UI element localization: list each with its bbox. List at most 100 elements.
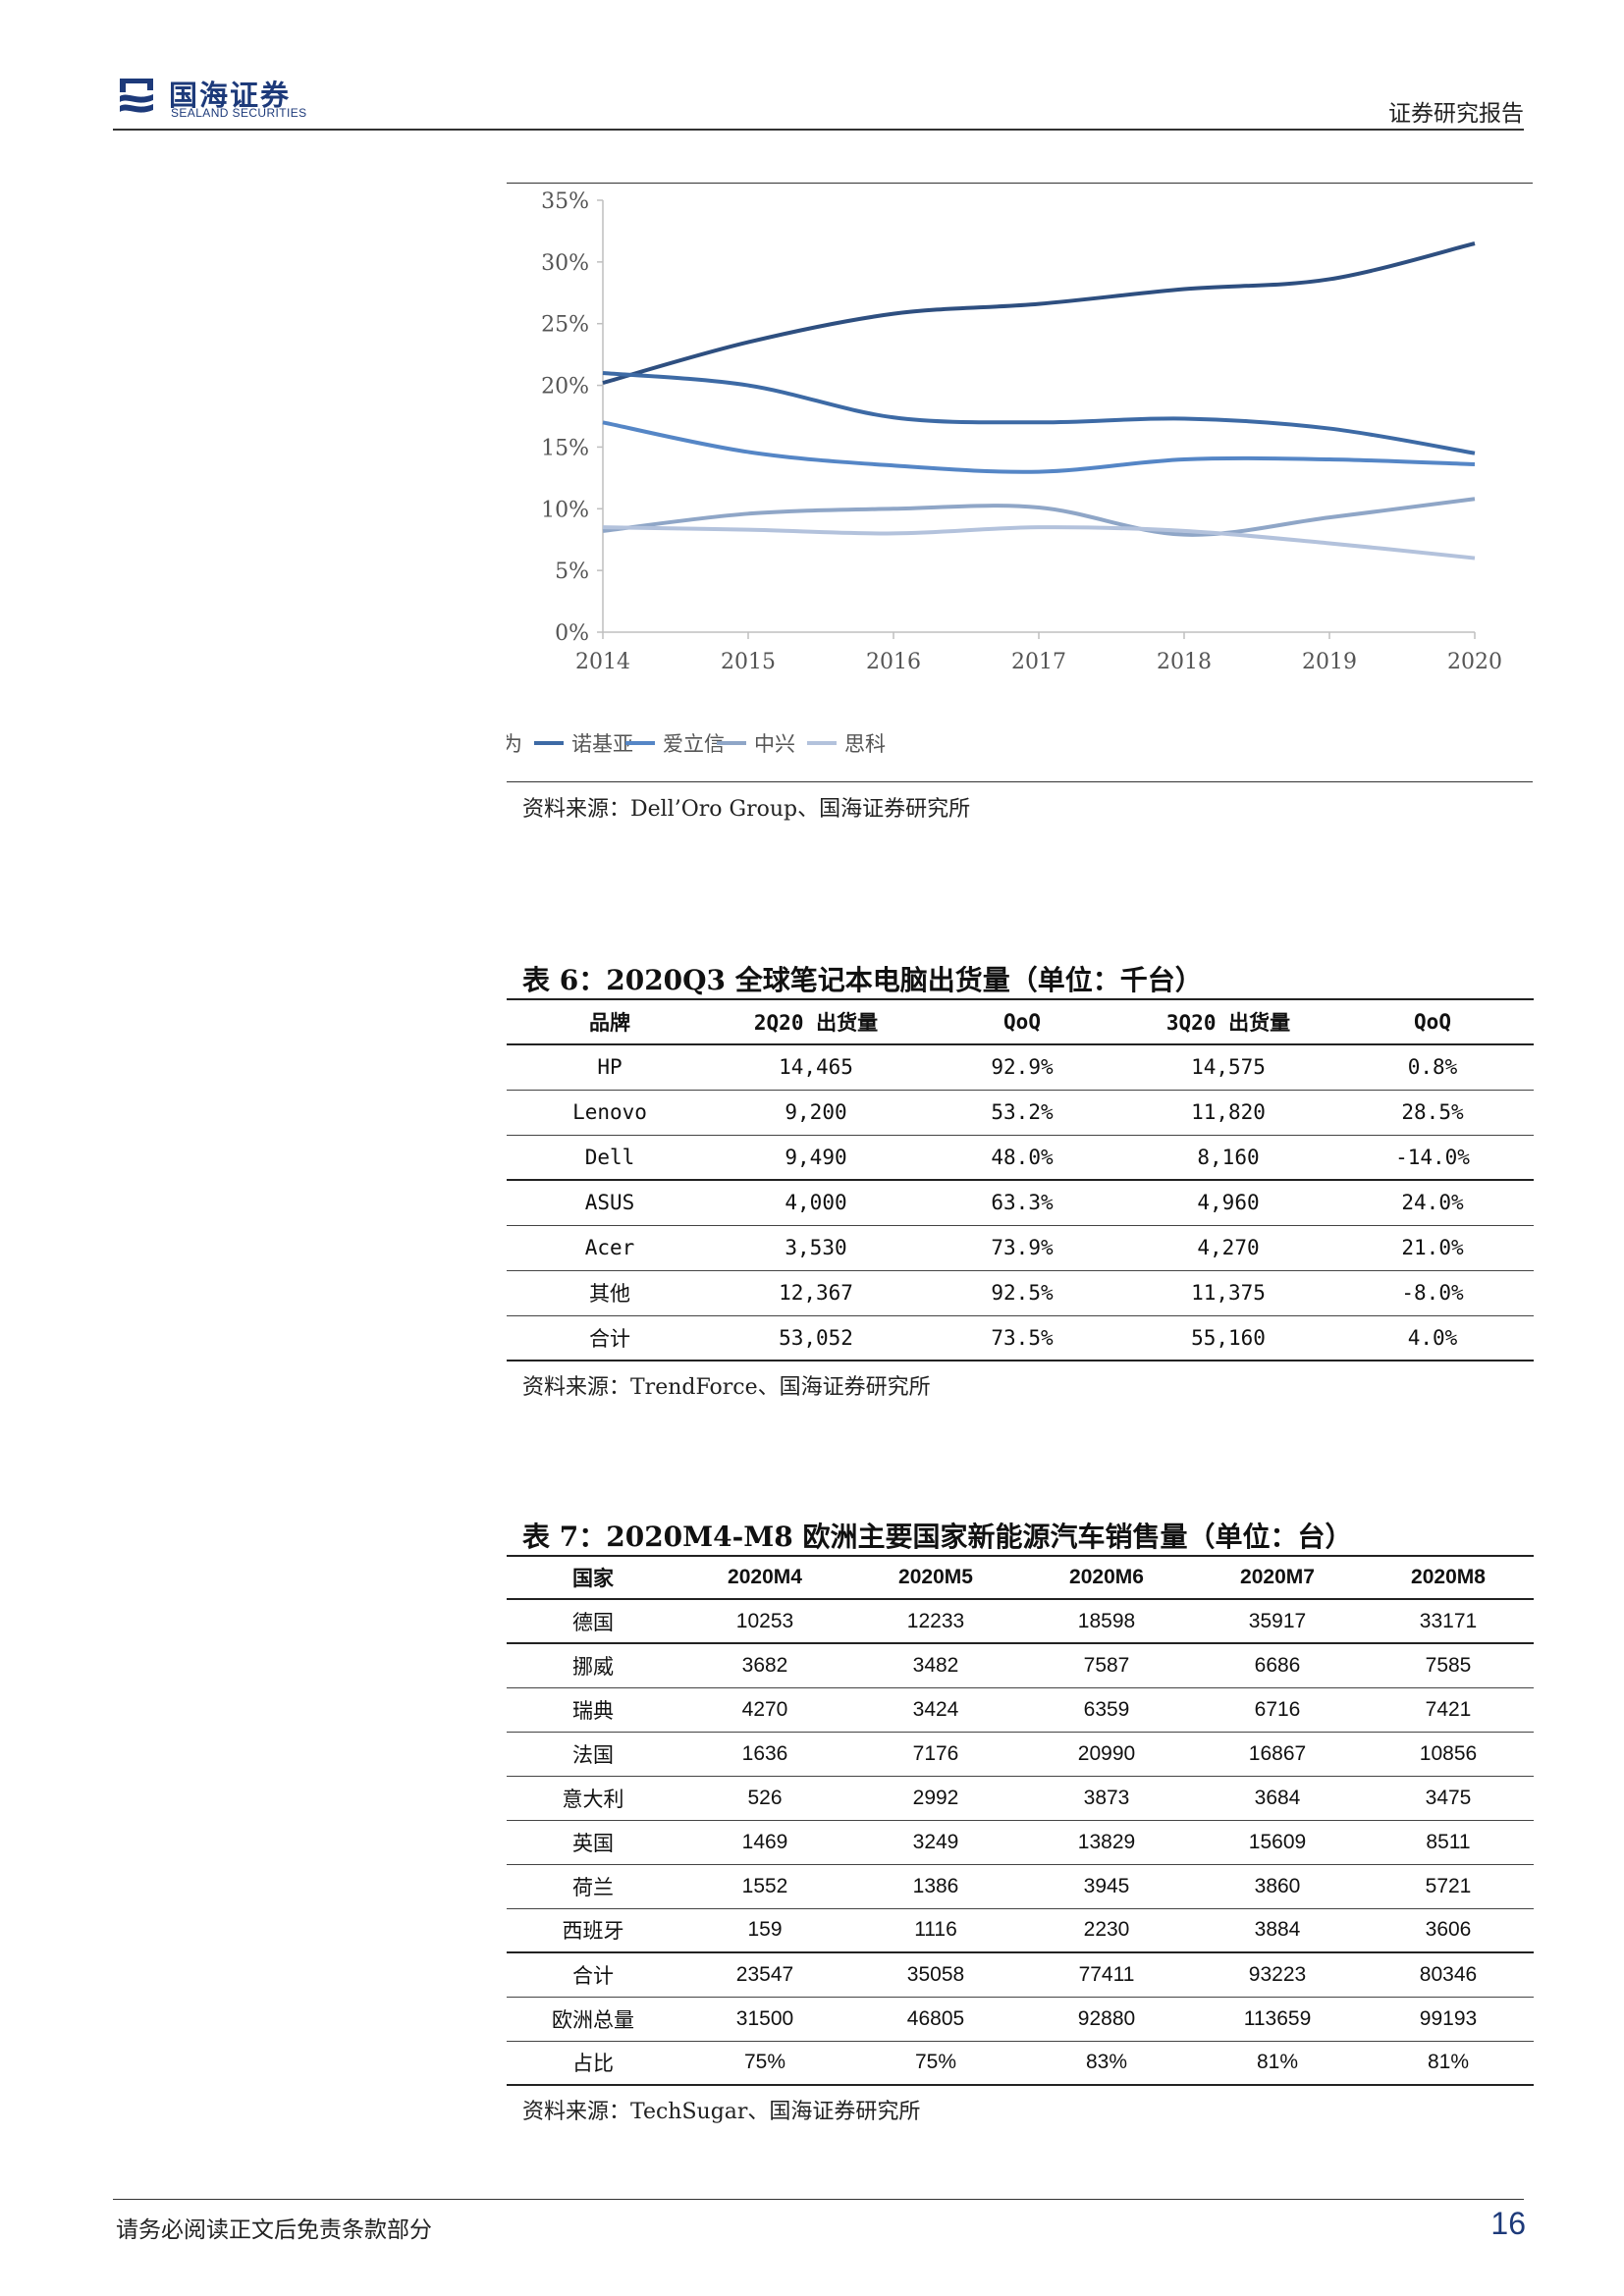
- table-cell: 西班牙: [562, 1919, 624, 1944]
- table6-title: 表 6：2020Q3 全球笔记本电脑出货量（单位：千台）: [522, 964, 1203, 996]
- table-cell: 75%: [743, 2051, 786, 2074]
- table-cell: 法国: [572, 1742, 614, 1767]
- table-cell: 合计: [589, 1326, 630, 1351]
- table-cell: 9,200: [785, 1100, 847, 1124]
- x-tick-label: 2014: [575, 650, 630, 674]
- table-cell: Dell: [584, 1145, 635, 1169]
- table-cell: 12233: [906, 1609, 965, 1632]
- table-row: 德国 10253 12233 18598 35917 33171: [507, 1599, 1534, 1643]
- table-cell: 6359: [1083, 1697, 1130, 1721]
- table-cell: 0.8%: [1407, 1055, 1458, 1080]
- series-lines: [602, 241, 1476, 561]
- table-cell: 7421: [1425, 1697, 1472, 1721]
- table-cell: 3482: [912, 1653, 959, 1677]
- table-cell: 3945: [1083, 1874, 1130, 1897]
- table-cell: 8,160: [1197, 1145, 1260, 1169]
- footer-divider: [113, 2199, 1524, 2200]
- table-cell: 瑞典: [572, 1698, 614, 1723]
- table-cell: 81%: [1427, 2051, 1470, 2074]
- ev-sales-table: 国家 2020M4 2020M5 2020M6 2020M7 2020M8 德国…: [507, 1555, 1534, 2086]
- table-cell: 33171: [1419, 1609, 1478, 1632]
- table-row: 英国 1469 3249 13829 15609 8511: [507, 1820, 1534, 1864]
- x-tick-label: 2017: [1011, 650, 1066, 674]
- laptop-shipments-table: 品牌 2Q20 出货量 QoQ 3Q20 出货量 QoQ HP 14,465 92.…: [507, 998, 1534, 1362]
- table-cell: 75%: [914, 2051, 957, 2074]
- y-axis: 0% 5% 10% 15% 20% 25% 30% 35%: [541, 189, 604, 646]
- table-cell: 4.0%: [1407, 1325, 1458, 1350]
- table-cell: 16867: [1248, 1741, 1307, 1765]
- table-cell: 其他: [589, 1282, 630, 1306]
- table-cell: 9,490: [785, 1145, 847, 1169]
- table-cell: 13829: [1077, 1830, 1136, 1853]
- chart-bottom-divider: [507, 781, 1533, 782]
- table-cell: 3873: [1083, 1786, 1130, 1809]
- brand-name-cn: 国海证券: [169, 79, 292, 112]
- table-cell: 21.0%: [1401, 1236, 1464, 1259]
- brand-name-en: SEALAND SECURITIES: [171, 106, 307, 120]
- table-row: 法国 1636 7176 20990 16867 10856: [507, 1732, 1534, 1776]
- table-cell: 93223: [1248, 1962, 1307, 1986]
- table-cell: 15609: [1248, 1830, 1307, 1853]
- table-row: ASUS 4,000 63.3% 4,960 24.0%: [507, 1180, 1534, 1225]
- table-row: 合计 53,052 73.5% 55,160 4.0%: [507, 1315, 1534, 1361]
- table-cell: 28.5%: [1401, 1100, 1464, 1124]
- table-cell: 荷兰: [572, 1875, 614, 1899]
- table-cell: 113659: [1243, 2006, 1312, 2030]
- table-cell: 1469: [741, 1830, 788, 1853]
- table-cell: 4,000: [785, 1191, 847, 1215]
- table-cell: 5721: [1425, 1874, 1472, 1897]
- table-cell: 23547: [735, 1962, 794, 1986]
- table-cell: 14,575: [1191, 1055, 1266, 1080]
- table-row: 瑞典 4270 3424 6359 6716 7421: [507, 1687, 1534, 1732]
- table-cell: 35058: [906, 1962, 965, 1986]
- sealand-logo-icon: [116, 75, 157, 118]
- table-cell: 7585: [1425, 1653, 1472, 1677]
- table-cell: 53.2%: [991, 1100, 1054, 1124]
- y-tick-label: 35%: [541, 189, 589, 214]
- table-cell: -8.0%: [1401, 1281, 1464, 1305]
- page-number: 16: [1490, 2206, 1526, 2241]
- legend-label: 华为: [507, 732, 522, 756]
- table-cell: 3684: [1254, 1786, 1301, 1809]
- table-header-row: 品牌 2Q20 出货量 QoQ 3Q20 出货量 QoQ: [507, 999, 1534, 1044]
- table-row: 西班牙 159 1116 2230 3884 3606: [507, 1908, 1534, 1952]
- header-cell: 品牌: [589, 1011, 630, 1035]
- table-row: 欧洲总量 31500 46805 92880 113659 99193: [507, 1997, 1534, 2041]
- table-cell: 3682: [741, 1653, 788, 1677]
- header-divider: [113, 129, 1524, 131]
- table-cell: 3475: [1425, 1786, 1472, 1809]
- legend-label: 诺基亚: [571, 732, 633, 756]
- header-cell: QoQ: [1414, 1010, 1451, 1034]
- disclaimer-note: 请务必阅读正文后免责条款部分: [116, 2217, 432, 2243]
- table-cell: 18598: [1077, 1609, 1136, 1632]
- legend-label: 思科: [844, 732, 886, 756]
- table-cell: 8511: [1426, 1830, 1471, 1853]
- header-cell: 2020M4: [728, 1566, 802, 1588]
- table-cell: 3884: [1254, 1918, 1301, 1942]
- table-cell: 35917: [1248, 1609, 1307, 1632]
- table-cell: 14,465: [779, 1055, 853, 1080]
- table-row: Dell 9,490 48.0% 8,160 -14.0%: [507, 1135, 1534, 1180]
- table-cell: 欧洲总量: [552, 2007, 634, 2032]
- table6-source-note: 资料来源：TrendForce、国海证券研究所: [522, 1375, 931, 1400]
- table-header-row: 国家 2020M4 2020M5 2020M6 2020M7 2020M8: [507, 1556, 1534, 1599]
- table-cell: Acer: [584, 1236, 635, 1259]
- table-cell: 48.0%: [991, 1145, 1054, 1169]
- header-cell: 2020M7: [1240, 1566, 1315, 1588]
- header-cell: QoQ: [1003, 1010, 1041, 1034]
- table-cell: 意大利: [562, 1787, 624, 1811]
- table-cell: 2992: [912, 1786, 959, 1809]
- table-cell: 55,160: [1191, 1325, 1266, 1350]
- table-row: Acer 3,530 73.9% 4,270 21.0%: [507, 1225, 1534, 1270]
- series-line: [602, 497, 1476, 537]
- table-cell: 3424: [912, 1697, 959, 1721]
- header-cell: 国家: [572, 1566, 614, 1590]
- table-cell: 10856: [1419, 1741, 1478, 1765]
- chart-top-divider: [507, 183, 1533, 184]
- table-cell: 80346: [1419, 1962, 1478, 1986]
- table-cell: 4270: [741, 1697, 788, 1721]
- table-cell: 159: [747, 1918, 783, 1942]
- table-cell: 1386: [912, 1874, 959, 1897]
- table-row: HP 14,465 92.9% 14,575 0.8%: [507, 1044, 1534, 1090]
- table-cell: 11,820: [1191, 1100, 1266, 1124]
